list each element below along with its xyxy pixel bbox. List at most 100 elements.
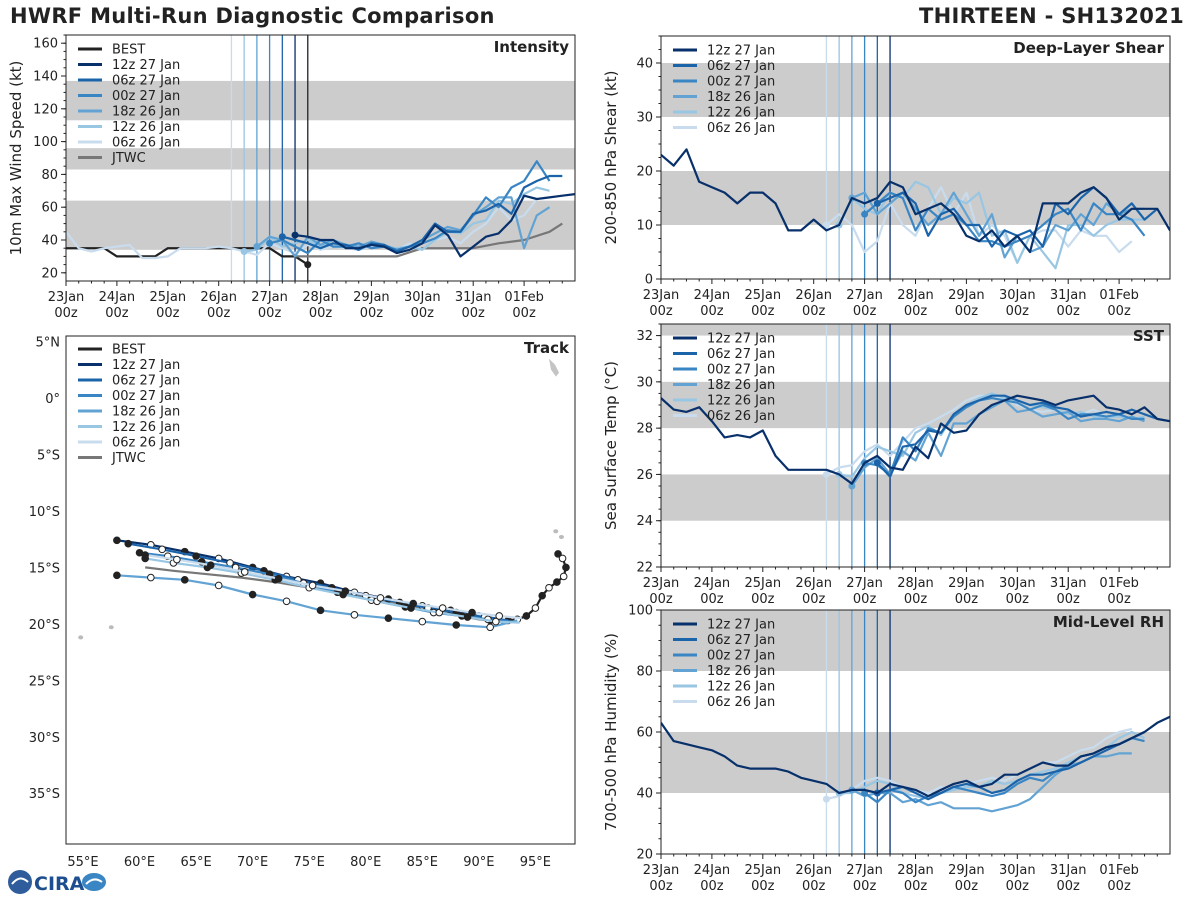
track-legend-label-best: BEST <box>112 343 145 358</box>
intensity-ytick-label: 100 <box>33 135 58 150</box>
shear-init-marker-06z-26-jan <box>822 221 830 229</box>
track-point-18z-26-jan <box>214 581 223 590</box>
sst-legend-label-00z-27-jan: 00z 27 Jan <box>707 363 775 378</box>
track-xtick-label: 70°E <box>237 855 268 870</box>
intensity-xtick-label: 00z <box>258 306 282 321</box>
intensity-xtick-label: 26Jan <box>200 290 237 305</box>
shear-legend-label-00z-27-jan: 00z 27 Jan <box>707 75 775 90</box>
track-point-06z-26-jan <box>376 594 385 602</box>
intensity-series-12z-26-jan <box>243 186 550 253</box>
track-xtick-label: 75°E <box>294 855 325 870</box>
sst-legend-label-18z-26-jan: 18z 26 Jan <box>707 378 775 393</box>
rh-xtick-label: 00z <box>802 879 826 894</box>
shear-xtick-label: 29Jan <box>948 288 985 303</box>
intensity-legend-label-06z-27-jan: 06z 27 Jan <box>112 74 180 89</box>
intensity-init-marker-06z-27-jan <box>278 233 286 241</box>
intensity-init-marker-12z-27-jan <box>291 231 299 239</box>
rh-title: Mid-Level RH <box>1053 613 1164 631</box>
shear-ytick-label: 10 <box>636 219 653 234</box>
track-frame <box>65 335 576 845</box>
track-ytick-label: 35°S <box>29 787 60 802</box>
shear-ylabel: 200-850 hPa Shear (kt) <box>602 71 620 245</box>
track-point-06z-26-jan <box>495 612 504 620</box>
rh-band-0 <box>661 732 1170 793</box>
track-ytick-label: 0° <box>45 392 60 407</box>
intensity-series-jtwc <box>295 222 563 258</box>
intensity-xtick-label: 25Jan <box>150 290 187 305</box>
rh-series-06z-26-jan <box>826 727 1133 801</box>
intensity-init-marker-18z-26-jan <box>253 243 261 251</box>
sst-xtick-label: 24Jan <box>694 576 731 591</box>
rh-xtick-label: 25Jan <box>745 863 782 878</box>
shear-ytick-label: 40 <box>636 57 653 72</box>
intensity-band-1 <box>66 148 575 170</box>
shear-xtick-label: 30Jan <box>999 288 1036 303</box>
shear-series-group <box>661 148 1170 270</box>
sst-xtick-label: 00z <box>1057 592 1081 607</box>
shear-xtick-label: 25Jan <box>745 288 782 303</box>
intensity-legend-label-jtwc: JTWC <box>111 151 146 166</box>
shear-series-12z-27-jan <box>661 148 1170 254</box>
track-point-18z-26-jan <box>384 614 393 623</box>
sst-xtick-label: 30Jan <box>999 576 1036 591</box>
track-point-06z-27-jan <box>192 552 200 560</box>
rh-series-group <box>661 715 1170 813</box>
shear-init-marker-00z-27-jan <box>861 210 869 218</box>
track-point-18z-26-jan <box>248 590 257 599</box>
intensity-series-12z-27-jan <box>294 193 575 258</box>
shear-ytick-label: 30 <box>636 111 653 126</box>
rh-ylabel: 700-500 hPa Humidity (%) <box>602 633 620 831</box>
shear-xtick-label: 00z <box>904 304 928 319</box>
sst-ylabel: Sea Surface Temp (°C) <box>602 361 620 530</box>
track-point-18z-26-jan <box>486 623 494 632</box>
track-legend-label-jtwc: JTWC <box>111 451 146 466</box>
sst-xtick-label: 00z <box>904 592 928 607</box>
track-xtick-label: 55°E <box>67 855 98 870</box>
intensity-title: Intensity <box>494 38 570 56</box>
rh-ytick-label: 20 <box>636 848 653 863</box>
track-point-18z-26-jan <box>350 611 359 619</box>
intensity-series-group <box>66 160 575 269</box>
track-island <box>108 625 114 630</box>
intensity-best-end-marker <box>304 261 312 269</box>
intensity-series-06z-27-jan <box>282 174 563 253</box>
rh-legend-label-12z-27-jan: 12z 27 Jan <box>707 618 775 633</box>
track-point-06z-26-jan <box>341 587 350 595</box>
shear-ytick-label: 20 <box>636 165 653 180</box>
track-ytick-label: 5°N <box>36 336 61 351</box>
sst-xtick-label: 00z <box>751 592 775 607</box>
intensity-legend-label-00z-27-jan: 00z 27 Jan <box>112 89 180 104</box>
rh-xtick-label: 30Jan <box>999 863 1036 878</box>
track-point-12z-27-jan <box>113 536 121 545</box>
intensity-init-marker-00z-27-jan <box>266 239 274 247</box>
sst-series-12z-26-jan <box>838 392 1145 478</box>
track-point-best <box>538 591 546 600</box>
track-point-best <box>554 550 562 558</box>
intensity-xtick-label: 30Jan <box>404 290 441 305</box>
track-panel: 55°E 60°E 65°E 70°E 75°E 80°E 85°E 90°E 95°E 5°N 0… <box>29 335 576 870</box>
track-point-best <box>562 563 570 572</box>
track-legend-label-06z-27-jan: 06z 27 Jan <box>112 374 180 389</box>
sst-xtick-label: 00z <box>1006 592 1030 607</box>
intensity-xtick-label: 00z <box>411 306 435 321</box>
rh-init-marker-06z-26-jan <box>822 795 830 803</box>
track-landmass <box>548 358 559 377</box>
sst-xtick-label: 25Jan <box>745 576 782 591</box>
shear-xtick-label: 00z <box>955 304 979 319</box>
track-point-06z-26-jan <box>141 551 149 559</box>
track-island <box>553 529 559 534</box>
rh-legend-label-18z-26-jan: 18z 26 Jan <box>707 664 775 679</box>
sst-init-marker-06z-27-jan <box>873 459 881 467</box>
track-point-06z-26-jan <box>468 608 476 617</box>
rh-xtick-label: 00z <box>700 879 724 894</box>
intensity-band-2 <box>66 80 575 121</box>
track-xtick-label: 85°E <box>407 855 438 870</box>
sst-panel: 22242628303223Jan00z24Jan00z25Jan00z26Ja… <box>602 323 1171 607</box>
intensity-ytick-label: 120 <box>33 102 58 117</box>
intensity-init-marker-12z-26-jan <box>240 247 248 255</box>
track-point-18z-26-jan <box>282 597 291 606</box>
track-point-best <box>545 583 553 592</box>
shear-xtick-label: 27Jan <box>846 288 883 303</box>
intensity-legend-label-18z-26-jan: 18z 26 Jan <box>112 105 180 120</box>
track-title: Track <box>524 339 570 357</box>
